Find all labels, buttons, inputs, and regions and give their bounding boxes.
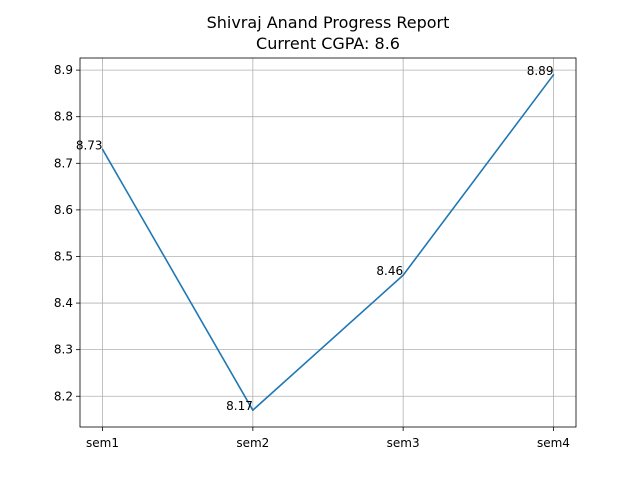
chart-subtitle: Current CGPA: 8.6 — [256, 34, 400, 53]
y-tick-label: 8.9 — [54, 63, 73, 77]
y-tick-label: 8.4 — [54, 296, 73, 310]
data-point — [101, 148, 104, 151]
y-tick-label: 8.2 — [54, 389, 73, 403]
ticks: sem1 sem2 sem3 sem4 8.2 8.3 8.4 8.5 8.6 8.7 8.8 8.9 — [54, 63, 570, 450]
data-label: 8.17 — [226, 399, 253, 413]
x-tick-label: sem4 — [537, 436, 570, 450]
y-tick-label: 8.8 — [54, 110, 73, 124]
series-layer — [101, 73, 555, 412]
data-label: 8.89 — [527, 64, 554, 78]
x-tick-label: sem3 — [387, 436, 420, 450]
data-label: 8.73 — [76, 138, 103, 152]
y-tick-label: 8.3 — [54, 343, 73, 357]
y-tick-label: 8.5 — [54, 249, 73, 263]
y-tick-label: 8.6 — [54, 203, 73, 217]
data-point — [402, 274, 404, 276]
x-tick-label: sem2 — [236, 436, 269, 450]
data-point — [552, 73, 555, 76]
series-line — [101, 74, 555, 412]
grid — [80, 58, 576, 427]
plot-area-frame — [79, 57, 577, 428]
x-tick-label: sem1 — [86, 436, 119, 450]
y-tick-label: 8.7 — [54, 156, 73, 170]
chart-title: Shivraj Anand Progress Report — [207, 13, 450, 32]
data-labels: 8.73 8.17 8.46 8.89 — [76, 64, 554, 413]
data-label: 8.46 — [376, 264, 403, 278]
data-point — [252, 409, 254, 412]
